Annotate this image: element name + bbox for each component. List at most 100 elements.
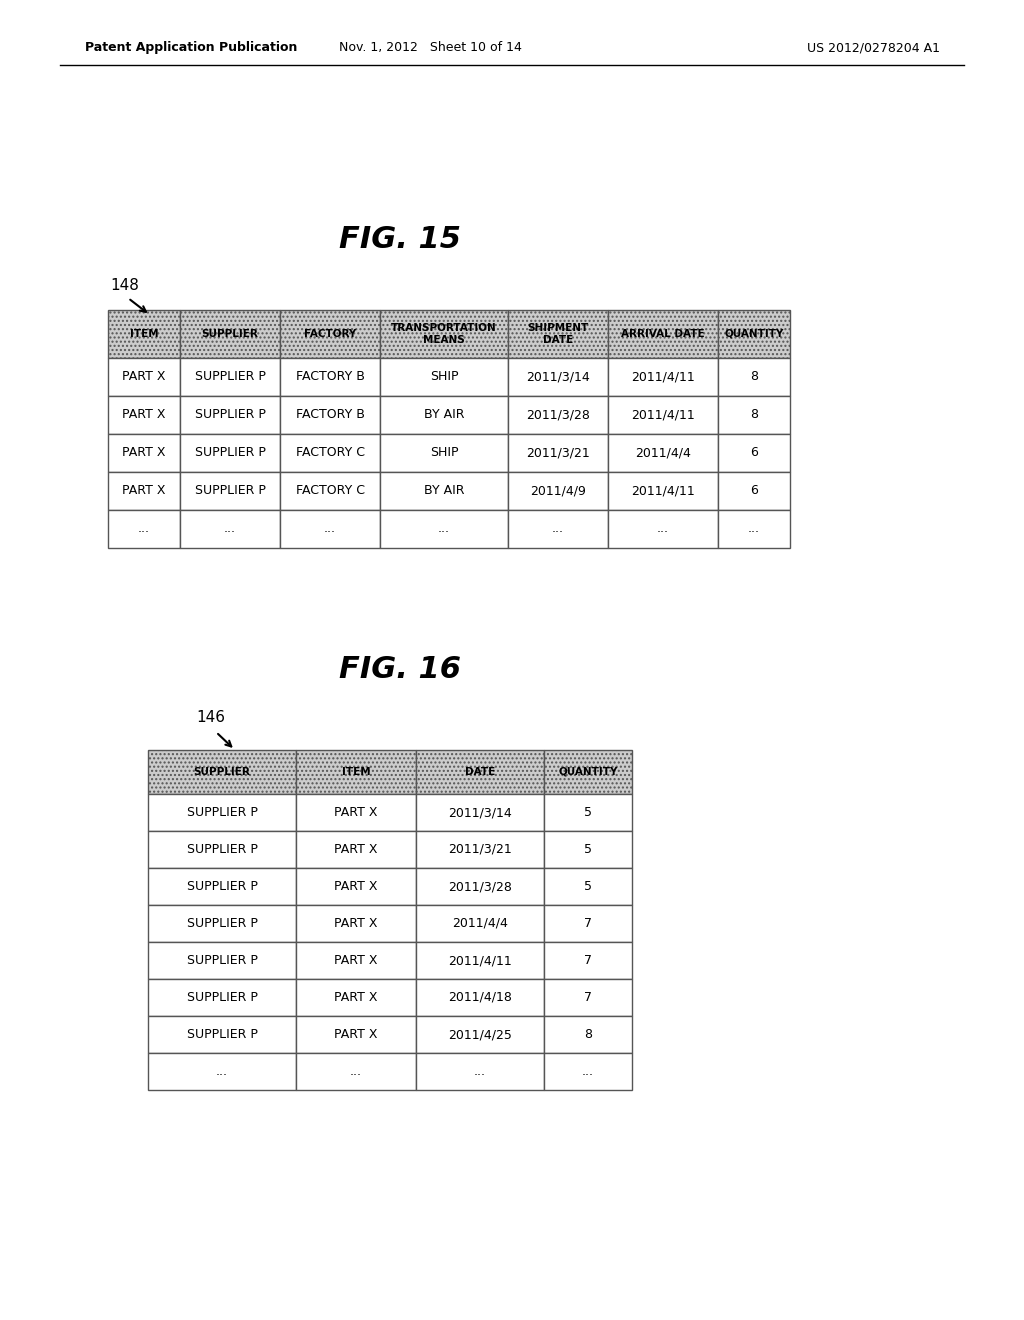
Bar [148, 795, 296, 832]
Bar [544, 979, 632, 1016]
Text: ...: ... [438, 523, 450, 536]
Bar [280, 310, 380, 358]
Text: 8: 8 [750, 408, 758, 421]
Text: SUPPLIER: SUPPLIER [202, 329, 258, 339]
Text: ITEM: ITEM [342, 767, 371, 777]
Bar [180, 358, 280, 396]
Bar [544, 750, 632, 795]
Text: 8: 8 [750, 371, 758, 384]
Bar [508, 310, 608, 358]
Bar [416, 750, 544, 795]
Bar [608, 358, 718, 396]
Bar [148, 906, 296, 942]
Text: 2011/4/11: 2011/4/11 [631, 484, 695, 498]
Text: QUANTITY: QUANTITY [724, 329, 783, 339]
Text: FACTORY C: FACTORY C [296, 446, 365, 459]
Bar [296, 942, 416, 979]
Text: PART X: PART X [122, 484, 166, 498]
Bar [180, 310, 280, 358]
Text: PART X: PART X [334, 880, 378, 894]
Text: SHIP: SHIP [430, 371, 459, 384]
Text: SUPPLIER P: SUPPLIER P [186, 807, 257, 818]
Text: SUPPLIER P: SUPPLIER P [186, 843, 257, 855]
Text: 2011/3/21: 2011/3/21 [449, 843, 512, 855]
Text: PART X: PART X [122, 446, 166, 459]
Text: SUPPLIER P: SUPPLIER P [186, 991, 257, 1005]
Text: ...: ... [748, 523, 760, 536]
Text: 2011/4/4: 2011/4/4 [452, 917, 508, 931]
Bar [296, 1016, 416, 1053]
Bar [544, 942, 632, 979]
Bar [416, 1053, 544, 1090]
Text: 8: 8 [584, 1028, 592, 1041]
Bar [508, 434, 608, 473]
Text: BY AIR: BY AIR [424, 408, 464, 421]
Bar [148, 1053, 296, 1090]
Bar [380, 358, 508, 396]
Text: 6: 6 [750, 484, 758, 498]
Text: FACTORY B: FACTORY B [296, 371, 365, 384]
Bar [380, 510, 508, 548]
Text: SUPPLIER P: SUPPLIER P [186, 880, 257, 894]
Text: Patent Application Publication: Patent Application Publication [85, 41, 297, 54]
Bar [148, 1016, 296, 1053]
Text: FACTORY: FACTORY [304, 329, 356, 339]
Text: Nov. 1, 2012   Sheet 10 of 14: Nov. 1, 2012 Sheet 10 of 14 [339, 41, 521, 54]
Text: 148: 148 [110, 277, 139, 293]
Text: 2011/4/11: 2011/4/11 [631, 371, 695, 384]
Bar [108, 310, 180, 358]
Text: 2011/4/9: 2011/4/9 [530, 484, 586, 498]
Text: SUPPLIER: SUPPLIER [194, 767, 251, 777]
Bar [544, 832, 632, 869]
Bar [280, 396, 380, 434]
Text: FACTORY B: FACTORY B [296, 408, 365, 421]
Text: ...: ... [657, 523, 669, 536]
Bar [380, 396, 508, 434]
Text: PART X: PART X [334, 1028, 378, 1041]
Bar [544, 906, 632, 942]
Bar [718, 510, 790, 548]
Bar [296, 906, 416, 942]
Bar [608, 473, 718, 510]
Text: PART X: PART X [334, 807, 378, 818]
Text: 2011/4/11: 2011/4/11 [631, 408, 695, 421]
Bar [108, 358, 180, 396]
Bar [296, 979, 416, 1016]
Text: 2011/3/28: 2011/3/28 [526, 408, 590, 421]
Text: ITEM: ITEM [130, 329, 159, 339]
Bar [280, 434, 380, 473]
Text: 5: 5 [584, 880, 592, 894]
Text: ...: ... [224, 523, 236, 536]
Bar [108, 510, 180, 548]
Text: 2011/4/18: 2011/4/18 [449, 991, 512, 1005]
Text: PART X: PART X [122, 371, 166, 384]
Bar [180, 434, 280, 473]
Bar [718, 358, 790, 396]
Text: ...: ... [138, 523, 150, 536]
Bar [296, 750, 416, 795]
Bar [718, 473, 790, 510]
Text: ...: ... [474, 1065, 486, 1078]
Bar [148, 750, 296, 795]
Text: SUPPLIER P: SUPPLIER P [195, 484, 265, 498]
Text: SUPPLIER P: SUPPLIER P [195, 371, 265, 384]
Text: 7: 7 [584, 954, 592, 968]
Text: DATE: DATE [465, 767, 496, 777]
Bar [608, 510, 718, 548]
Bar [508, 473, 608, 510]
Text: ...: ... [350, 1065, 362, 1078]
Text: 2011/4/25: 2011/4/25 [449, 1028, 512, 1041]
Bar [718, 396, 790, 434]
Bar [108, 396, 180, 434]
Bar [148, 979, 296, 1016]
Text: SUPPLIER P: SUPPLIER P [195, 408, 265, 421]
Bar [296, 1053, 416, 1090]
Bar [718, 434, 790, 473]
Bar [148, 832, 296, 869]
Text: SUPPLIER P: SUPPLIER P [195, 446, 265, 459]
Text: SUPPLIER P: SUPPLIER P [186, 1028, 257, 1041]
Bar [296, 832, 416, 869]
Bar [416, 832, 544, 869]
Text: PART X: PART X [334, 954, 378, 968]
Text: ...: ... [582, 1065, 594, 1078]
